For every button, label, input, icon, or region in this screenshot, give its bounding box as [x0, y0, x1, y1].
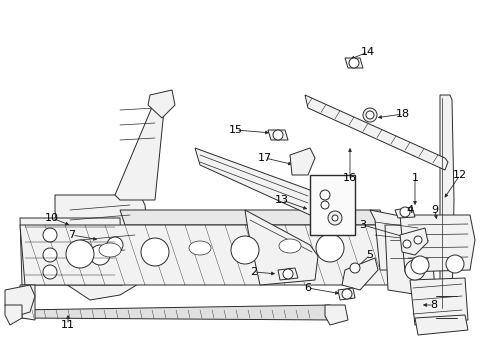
- Circle shape: [349, 263, 359, 273]
- Polygon shape: [115, 100, 164, 200]
- Text: 17: 17: [257, 153, 271, 163]
- Circle shape: [320, 201, 328, 209]
- Polygon shape: [289, 148, 314, 175]
- Circle shape: [365, 111, 373, 119]
- Text: 14: 14: [360, 47, 374, 57]
- Circle shape: [410, 256, 428, 274]
- Polygon shape: [20, 218, 122, 285]
- Polygon shape: [120, 210, 384, 225]
- Circle shape: [399, 207, 409, 217]
- Circle shape: [43, 265, 57, 279]
- Circle shape: [362, 108, 376, 122]
- Text: 4: 4: [406, 205, 413, 215]
- Text: 9: 9: [430, 205, 438, 215]
- Circle shape: [348, 58, 358, 68]
- Circle shape: [66, 240, 94, 268]
- Text: 2: 2: [250, 267, 257, 277]
- Polygon shape: [55, 195, 148, 300]
- Ellipse shape: [189, 241, 210, 255]
- Polygon shape: [409, 278, 467, 325]
- Circle shape: [90, 245, 110, 265]
- Polygon shape: [325, 305, 347, 325]
- Circle shape: [107, 237, 123, 253]
- Polygon shape: [148, 90, 175, 118]
- Circle shape: [402, 240, 410, 248]
- Circle shape: [331, 215, 337, 221]
- Text: 11: 11: [61, 320, 75, 330]
- Polygon shape: [341, 258, 377, 290]
- Circle shape: [341, 289, 351, 299]
- Polygon shape: [305, 95, 447, 170]
- Polygon shape: [5, 285, 35, 318]
- Polygon shape: [384, 225, 434, 295]
- Polygon shape: [20, 285, 35, 320]
- Text: 10: 10: [45, 213, 59, 223]
- Circle shape: [327, 211, 341, 225]
- Polygon shape: [18, 305, 334, 320]
- Polygon shape: [399, 215, 474, 272]
- Text: 18: 18: [395, 109, 409, 119]
- Circle shape: [319, 190, 329, 200]
- Circle shape: [404, 260, 424, 280]
- Circle shape: [315, 234, 343, 262]
- Polygon shape: [195, 148, 317, 215]
- Text: 5: 5: [366, 250, 373, 260]
- Ellipse shape: [279, 239, 301, 253]
- Polygon shape: [20, 225, 389, 285]
- Polygon shape: [434, 295, 457, 320]
- Bar: [309, 175, 354, 235]
- Circle shape: [272, 130, 283, 140]
- Text: 8: 8: [429, 300, 437, 310]
- Ellipse shape: [99, 243, 121, 257]
- Text: 16: 16: [342, 173, 356, 183]
- Polygon shape: [399, 228, 427, 255]
- Text: 15: 15: [228, 125, 243, 135]
- Polygon shape: [394, 207, 414, 218]
- Circle shape: [413, 236, 421, 244]
- Polygon shape: [345, 58, 362, 68]
- Text: 12: 12: [452, 170, 466, 180]
- Circle shape: [43, 248, 57, 262]
- Circle shape: [283, 269, 292, 279]
- Text: 3: 3: [359, 220, 366, 230]
- Circle shape: [43, 228, 57, 242]
- Circle shape: [445, 255, 463, 273]
- Polygon shape: [439, 95, 453, 310]
- Polygon shape: [244, 210, 317, 285]
- Circle shape: [141, 238, 169, 266]
- Polygon shape: [267, 130, 287, 140]
- Polygon shape: [5, 305, 22, 325]
- Polygon shape: [278, 268, 297, 280]
- Text: 13: 13: [274, 195, 288, 205]
- Text: 7: 7: [68, 230, 76, 240]
- Text: 6: 6: [304, 283, 311, 293]
- Circle shape: [230, 236, 259, 264]
- Text: 1: 1: [411, 173, 418, 183]
- Polygon shape: [369, 210, 424, 270]
- Polygon shape: [414, 315, 467, 335]
- Polygon shape: [337, 288, 354, 300]
